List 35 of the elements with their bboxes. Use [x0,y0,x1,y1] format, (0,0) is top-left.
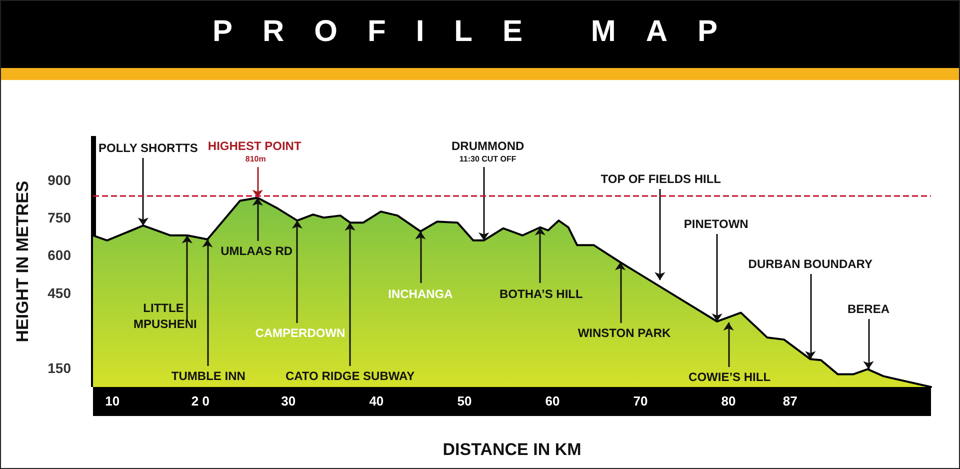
annotation: UMLAAS RD [220,244,293,258]
y-tick-label: 900 [48,172,72,188]
x-tick-label: 2 0 [191,394,210,408]
annotation: LITTLE MPUSHENI [134,301,197,331]
annotation: CAMPERDOWN [255,326,346,340]
annotation: HIGHEST POINT [208,139,302,153]
x-tick-label: 50 [457,394,472,408]
annotation: WINSTON PARK [578,326,672,340]
y-tick-label: 750 [48,210,72,226]
annotation: INCHANGA [388,287,454,301]
x-axis-title: DISTANCE IN KM [442,440,582,459]
x-tick-label: 40 [369,394,384,408]
annotation: POLLY SHORTTS [98,141,198,155]
annotation: COWIE’S HILL [688,370,771,384]
annotation: PINETOWN [684,217,748,231]
annotation: DRUMMOND [452,139,524,153]
annotation: BEREA [847,302,890,316]
x-tick-label: 70 [633,394,648,408]
x-tick-label: 30 [281,394,296,408]
chart-title: PROFILE MAP [211,15,748,49]
x-tick-label: 10 [105,394,120,408]
annotation: CATO RIDGE SUBWAY [285,369,415,383]
annotation: 810m [245,154,266,164]
annotation: TOP OF FIELDS HILL [600,172,721,186]
y-tick-label: 150 [48,360,72,376]
annotation: 11:30 CUT OFF [459,154,516,164]
x-tick-label: 60 [545,394,560,408]
annotation: DURBAN BOUNDARY [748,257,873,271]
y-tick-label: 600 [48,247,72,264]
annotation: BOTHA’S HILL [499,287,583,301]
x-tick-label: 80 [721,394,736,408]
annotation: TUMBLE INN [171,369,246,383]
y-axis-title: HEIGHT IN METRES [13,180,32,342]
x-tick-label: 87 [782,394,798,408]
y-tick-label: 450 [48,284,72,301]
